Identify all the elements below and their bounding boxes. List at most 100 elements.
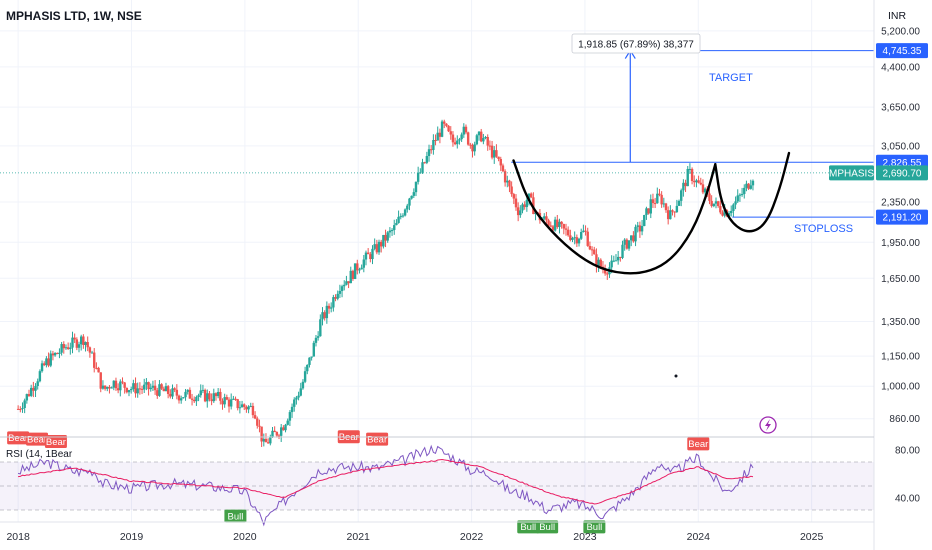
candle-body <box>112 380 115 388</box>
candle-body <box>716 201 720 207</box>
time-tick-label: 2018 <box>6 531 30 543</box>
candle-body <box>51 353 55 356</box>
price-tick-label: 1,650.00 <box>881 274 920 285</box>
candle-body <box>630 235 633 241</box>
rsi-axis[interactable]: 80.00 40.00 <box>895 446 920 505</box>
candle-body <box>564 228 568 230</box>
currency-label[interactable]: INR <box>888 10 907 22</box>
candle-body <box>206 393 209 402</box>
candle-body <box>321 312 324 320</box>
candle-body <box>545 216 548 221</box>
candle-body <box>158 384 161 396</box>
price-axis[interactable]: 5,200.00 4,400.00 3,650.00 3,050.00 2,350.00… <box>881 26 920 425</box>
candle-body <box>227 399 231 407</box>
candle-body <box>593 249 596 255</box>
candle-body <box>173 388 176 390</box>
candle-body <box>95 367 98 369</box>
candle-body <box>160 384 163 389</box>
price-tick-label: 3,050.00 <box>881 141 920 152</box>
signal-bear-label: Bear <box>46 437 66 448</box>
candle-body <box>477 131 481 136</box>
gridlines <box>0 0 874 522</box>
candle-body <box>251 405 255 416</box>
candle-body <box>116 388 120 391</box>
candle-body <box>23 400 26 409</box>
candle-body <box>595 254 598 267</box>
candle-body <box>266 442 270 444</box>
candle-body <box>695 180 698 183</box>
candle-body <box>519 210 522 216</box>
candle-body <box>469 144 472 146</box>
candle-body <box>184 391 187 398</box>
candle-body <box>651 199 655 204</box>
candle-body <box>345 281 348 285</box>
rsi-tick-label: 40.00 <box>895 494 920 505</box>
candle-body <box>171 388 174 397</box>
candle-body <box>262 438 266 442</box>
candle-body <box>384 234 387 241</box>
candle-body <box>179 398 183 401</box>
price-label-box <box>876 209 928 225</box>
price-tick-label: 1,950.00 <box>881 238 920 249</box>
candle-body <box>440 121 444 137</box>
candle-body <box>212 393 215 402</box>
candle-body <box>82 336 85 345</box>
candle-body <box>353 263 357 279</box>
candle-body <box>727 213 731 217</box>
candle-body <box>684 182 687 187</box>
candle-body <box>134 383 137 394</box>
candle-body <box>490 145 494 158</box>
candle-body <box>751 180 755 186</box>
candle-body <box>399 216 402 218</box>
candle-body <box>582 230 585 232</box>
candle-body <box>673 211 676 213</box>
candle-body <box>77 344 81 348</box>
candle-body <box>190 398 194 400</box>
candle-body <box>349 270 352 284</box>
candle-body <box>393 225 396 230</box>
candle-body <box>136 388 139 394</box>
candle-body <box>336 293 339 299</box>
candle-body <box>703 188 707 193</box>
candle-body <box>99 372 102 389</box>
candle-body <box>284 424 287 431</box>
target-label: TARGET <box>709 72 753 84</box>
time-tick-label: 2022 <box>460 531 484 543</box>
signal-bear-label: Bear <box>367 434 387 445</box>
candle-body <box>688 168 692 170</box>
candle-body <box>730 210 733 214</box>
candle-body <box>556 219 559 228</box>
candle-body <box>162 388 165 392</box>
candle-body <box>297 395 300 398</box>
time-axis[interactable]: 2018 2019 2020 2021 2022 2023 2024 2025 <box>6 531 823 543</box>
cup-curve <box>512 159 717 275</box>
candle-body <box>503 171 507 183</box>
candle-body <box>71 337 74 348</box>
candle-body <box>430 149 433 151</box>
flash-icon[interactable] <box>759 416 777 434</box>
candle-body <box>329 307 333 309</box>
candle-body <box>382 234 385 247</box>
candle-body <box>60 344 63 353</box>
candle-body <box>40 363 44 372</box>
candles <box>16 119 755 448</box>
candle-body <box>482 138 485 142</box>
candle-body <box>360 267 363 270</box>
candle-body <box>332 297 335 308</box>
candle-body <box>175 389 179 396</box>
candle-body <box>143 384 146 390</box>
candle-body <box>571 237 574 240</box>
time-tick-label: 2020 <box>233 531 257 543</box>
candle-body <box>193 399 196 402</box>
candle-body <box>436 132 439 141</box>
signal-bear-label: Bear <box>688 439 708 450</box>
candle-body <box>375 244 379 253</box>
candle-body <box>373 244 376 249</box>
time-tick-label: 2024 <box>687 531 711 543</box>
candle-body <box>32 387 35 391</box>
rsi-ma-line <box>18 458 754 505</box>
candle-body <box>197 395 200 398</box>
candle-body <box>58 352 61 354</box>
candle-body <box>210 399 213 402</box>
